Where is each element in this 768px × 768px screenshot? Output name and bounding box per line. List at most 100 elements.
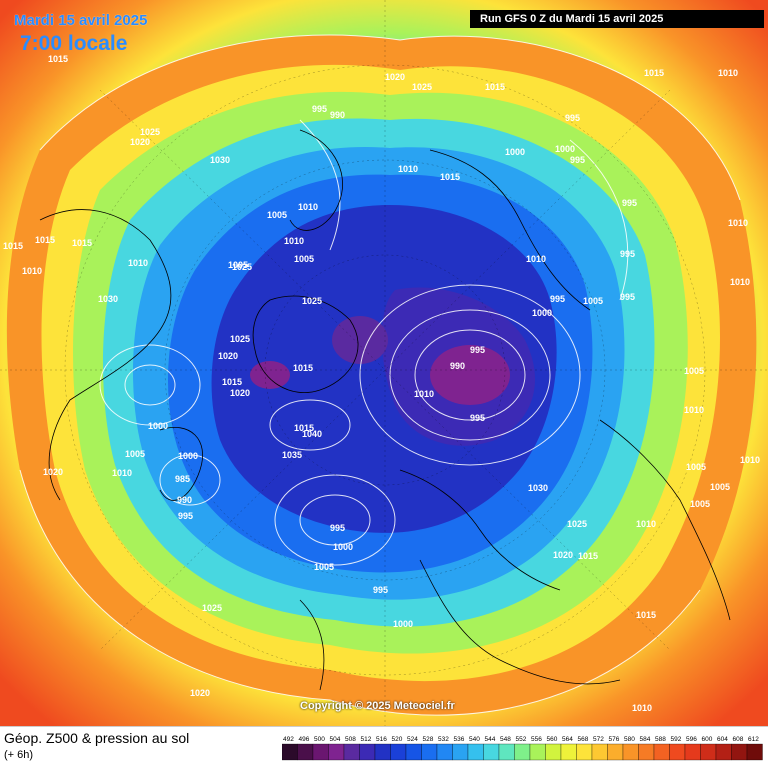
legend-swatch — [374, 743, 391, 761]
pressure-label: 995 — [373, 585, 388, 595]
pressure-label: 1000 — [532, 308, 552, 318]
product-offset: (+ 6h) — [4, 749, 34, 761]
pressure-label: 995 — [570, 155, 585, 165]
pressure-label: 1010 — [632, 703, 652, 713]
pressure-label: 1025 — [412, 82, 432, 92]
color-scale-legend: 492 496 500 504 508 512 516 520 524 528 532 536 540 5… — [282, 736, 763, 761]
legend-swatch — [436, 743, 453, 761]
pressure-label: 1005 — [267, 210, 287, 220]
pressure-label: 1005 — [228, 260, 248, 270]
pressure-label: 995 — [622, 198, 637, 208]
pressure-label: 1000 — [178, 451, 198, 461]
pressure-label: 1005 — [314, 562, 334, 572]
legend-tick-label: 552 — [516, 736, 527, 743]
legend-tick-label: 544 — [485, 736, 496, 743]
pressure-label: 995 — [470, 413, 485, 423]
legend-tick-label: 600 — [702, 736, 713, 743]
legend-tick-label: 532 — [438, 736, 449, 743]
pressure-label: 1030 — [210, 155, 230, 165]
lat-lon-grid — [0, 0, 768, 726]
pressure-label: 1025 — [140, 127, 160, 137]
pressure-label: 1010 — [718, 68, 738, 78]
forecast-time: 7:00 locale — [20, 32, 128, 55]
pressure-label: 995 — [312, 104, 327, 114]
legend-swatch — [684, 743, 701, 761]
pressure-label: 990 — [450, 361, 465, 371]
pressure-label: 1020 — [385, 72, 405, 82]
pressure-label: 1010 — [730, 277, 750, 287]
legend-swatch — [514, 743, 531, 761]
pressure-label: 995 — [620, 292, 635, 302]
pressure-label: 1035 — [282, 450, 302, 460]
legend-tick-label: 612 — [748, 736, 759, 743]
pressure-label: 1025 — [302, 296, 322, 306]
legend-tick-label: 520 — [392, 736, 403, 743]
legend-tick-label: 588 — [655, 736, 666, 743]
pressure-label: 1015 — [222, 377, 242, 387]
legend-tick-label: 540 — [469, 736, 480, 743]
legend-swatch — [421, 743, 438, 761]
pressure-label: 1015 — [48, 54, 68, 64]
legend-swatch — [452, 743, 469, 761]
legend-tick-label: 572 — [593, 736, 604, 743]
pressure-label: 995 — [620, 249, 635, 259]
legend-tick-label: 592 — [671, 736, 682, 743]
run-info: Run GFS 0 Z du Mardi 15 avril 2025 — [470, 10, 764, 28]
pressure-label: 995 — [330, 523, 345, 533]
pressure-label: 1025 — [202, 603, 222, 613]
legend-tick-label: 508 — [345, 736, 356, 743]
pressure-label: 1005 — [690, 499, 710, 509]
pressure-label: 1010 — [526, 254, 546, 264]
pressure-label: 1000 — [555, 144, 575, 154]
pressure-label: 1010 — [128, 258, 148, 268]
pressure-label: 1015 — [72, 238, 92, 248]
pressure-label: 1015 — [636, 610, 656, 620]
legend-swatch — [746, 743, 763, 761]
legend-swatch — [343, 743, 360, 761]
pressure-label: 1015 — [294, 423, 314, 433]
low-core-east — [430, 345, 510, 405]
legend-swatch — [607, 743, 624, 761]
legend-tick-label: 528 — [423, 736, 434, 743]
pressure-label: 1040 — [302, 429, 322, 439]
legend-tick-label: 524 — [407, 736, 418, 743]
legend-swatch — [653, 743, 670, 761]
low-core-west — [250, 361, 290, 389]
legend-tick-label: 516 — [376, 736, 387, 743]
pressure-label: 995 — [178, 511, 193, 521]
legend-tick-label: 568 — [578, 736, 589, 743]
pressure-label: 1030 — [98, 294, 118, 304]
pressure-label: 990 — [177, 495, 192, 505]
pressure-label: 1010 — [636, 519, 656, 529]
legend-tick-label: 548 — [500, 736, 511, 743]
pressure-label: 1020 — [230, 388, 250, 398]
legend-tick-label: 608 — [733, 736, 744, 743]
pressure-label: 1005 — [686, 462, 706, 472]
legend-tick-label: 580 — [624, 736, 635, 743]
pressure-label: 1015 — [644, 68, 664, 78]
pressure-label: 1025 — [567, 519, 587, 529]
pressure-label: 1005 — [125, 449, 145, 459]
legend-swatch — [359, 743, 376, 761]
pressure-label: 1030 — [528, 483, 548, 493]
pressure-label: 1000 — [505, 147, 525, 157]
pressure-label: 995 — [470, 345, 485, 355]
pressure-label: 1025 — [232, 262, 252, 272]
legend-tick-label: 492 — [283, 736, 294, 743]
legend-swatch — [576, 743, 593, 761]
pressure-label: 1025 — [230, 334, 250, 344]
product-title: Géop. Z500 & pression au sol — [4, 730, 190, 746]
pressure-label: 1015 — [3, 241, 23, 251]
pressure-label: 1010 — [398, 164, 418, 174]
pressure-label: 1010 — [22, 266, 42, 276]
legend-tick-label: 564 — [562, 736, 573, 743]
legend-tick-label: 576 — [609, 736, 620, 743]
legend-tick-label: 560 — [547, 736, 558, 743]
pressure-label: 1010 — [112, 468, 132, 478]
pressure-label: 1020 — [553, 550, 573, 560]
legend-swatch — [328, 743, 345, 761]
legend-swatch — [297, 743, 314, 761]
pressure-label: 1005 — [583, 296, 603, 306]
